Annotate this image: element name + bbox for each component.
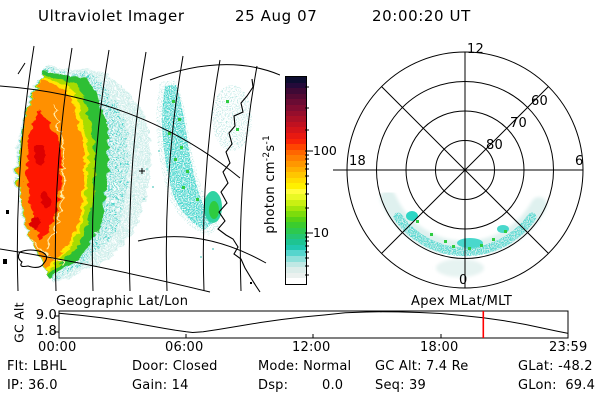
polar-aurora-arc (380, 190, 547, 277)
mlat-label-80: 80 (486, 138, 503, 153)
mlt-label-6: 6 (575, 154, 584, 169)
edge-grid-marks (3, 210, 9, 264)
xtick-1200: 12:00 (292, 340, 331, 355)
geographic-caption: Geographic Lat/Lon (56, 294, 189, 309)
xtick-0000: 00:00 (38, 340, 77, 355)
status-gc-alt: GC Alt: 7.4 Re (375, 359, 469, 374)
aurora-red-core (24, 106, 60, 238)
status-dsp-label: Dsp: (258, 378, 289, 393)
colorbar-ticks (305, 86, 313, 276)
xtick-1800: 18:00 (420, 340, 459, 355)
mlt-label-18: 18 (349, 154, 366, 169)
status-dsp-value: 0.0 (322, 378, 344, 393)
aurora-crescent (13, 64, 149, 280)
timeline-ylabel: GC Alt (11, 302, 27, 343)
pole-marker (139, 168, 145, 174)
mlat-label-60: 60 (531, 94, 548, 109)
xtick-2359: 23:59 (549, 340, 588, 355)
orbit-altitude-curve (58, 311, 568, 334)
status-seq: Seq: 39 (375, 378, 426, 393)
colorbar-tick-10: 10 (313, 225, 329, 240)
status-glat: GLat: -48.2 (518, 359, 593, 374)
colorbar-tick-100: 100 (313, 143, 337, 158)
faint-patch (436, 259, 484, 277)
mlat-label-70: 70 (510, 116, 527, 131)
ytick-9: 9.0 (35, 308, 57, 323)
timeline-ticks (54, 315, 442, 338)
status-filter: Flt: LBHL (7, 359, 67, 374)
status-ip: IP: 36.0 (7, 378, 58, 393)
colorbar (285, 76, 307, 285)
geographic-panel (0, 45, 280, 293)
mlt-label-12: 12 (467, 42, 484, 57)
timeline-panel (54, 310, 569, 339)
time-label: 20:00:20 UT (372, 7, 471, 25)
intensity-contour (43, 101, 63, 249)
polar-grid (333, 51, 584, 289)
island-outline (17, 249, 48, 269)
colorbar-unit-label: photon cm-2s-1 (261, 134, 278, 234)
apex-caption: Apex MLat/MLT (411, 294, 513, 309)
status-gain: Gain: 14 (132, 378, 189, 393)
mlt-label-0: 0 (459, 273, 468, 288)
page-title: Ultraviolet Imager (38, 7, 185, 25)
date-label: 25 Aug 07 (235, 7, 318, 25)
timeline-box (58, 310, 569, 339)
polar-panel (333, 51, 584, 289)
status-door: Door: Closed (132, 359, 218, 374)
ytick-1-8: 1.8 (35, 324, 57, 339)
status-glon: GLon: 69.4 (518, 378, 596, 393)
emission-band (143, 80, 252, 258)
latlon-grid (0, 45, 280, 293)
coastline (17, 78, 261, 293)
status-mode: Mode: Normal (258, 359, 352, 374)
xtick-0600: 06:00 (165, 340, 204, 355)
